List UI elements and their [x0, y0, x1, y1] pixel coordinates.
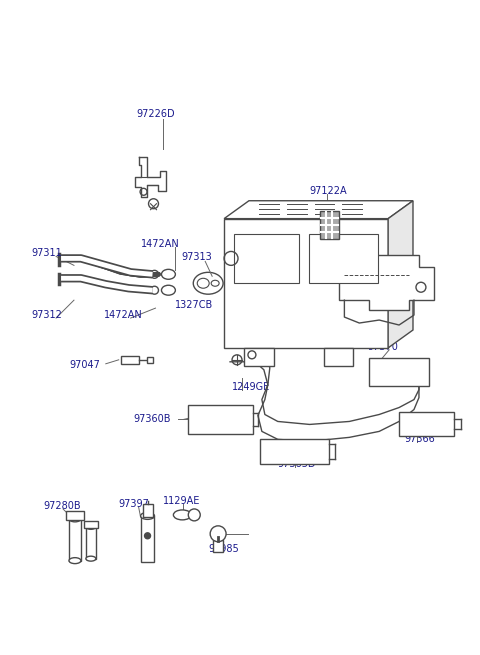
Ellipse shape	[69, 516, 81, 522]
Bar	[369, 358, 429, 386]
Ellipse shape	[173, 510, 192, 520]
Text: 97285A: 97285A	[357, 229, 395, 238]
Bar	[244, 348, 274, 365]
Text: 97365D: 97365D	[278, 459, 316, 469]
Text: 97397: 97397	[119, 499, 150, 509]
Ellipse shape	[86, 556, 96, 561]
Circle shape	[144, 533, 151, 539]
Polygon shape	[224, 200, 413, 219]
Bar	[143, 504, 153, 517]
Text: 1472AN: 1472AN	[141, 238, 180, 248]
Bar	[141, 516, 155, 561]
Bar	[320, 211, 339, 238]
Text: 96985: 96985	[208, 544, 239, 553]
Bar	[120, 356, 139, 364]
Ellipse shape	[141, 512, 155, 519]
Text: 97313: 97313	[181, 252, 212, 263]
Polygon shape	[388, 200, 413, 348]
Ellipse shape	[86, 525, 96, 529]
Bar	[84, 521, 98, 528]
Bar	[188, 405, 253, 434]
Bar	[224, 219, 388, 348]
Bar	[324, 348, 353, 365]
Bar	[399, 411, 454, 436]
Text: 97311: 97311	[31, 248, 62, 259]
Text: 1129AE: 1129AE	[164, 496, 201, 506]
Bar	[86, 527, 96, 559]
Text: 1472AN: 1472AN	[104, 310, 143, 320]
Bar	[260, 440, 329, 464]
Ellipse shape	[69, 557, 81, 563]
Bar	[213, 540, 223, 552]
Text: 97122A: 97122A	[310, 186, 347, 196]
Polygon shape	[339, 255, 434, 310]
Text: 97280B: 97280B	[43, 501, 81, 511]
Text: 97360B: 97360B	[133, 415, 171, 424]
Text: 97226D: 97226D	[136, 109, 175, 119]
Text: 1249GE: 1249GE	[232, 382, 270, 392]
Bar	[69, 519, 81, 561]
Text: 97047: 97047	[69, 360, 100, 370]
Bar	[66, 511, 84, 520]
Bar	[146, 357, 153, 363]
Circle shape	[188, 509, 200, 521]
Text: 97366: 97366	[404, 434, 435, 444]
Bar	[309, 234, 378, 283]
Text: 97312: 97312	[31, 310, 62, 320]
Circle shape	[210, 526, 226, 542]
Bar	[234, 234, 299, 283]
Text: 97370: 97370	[367, 342, 398, 352]
Text: 85839: 85839	[357, 248, 388, 259]
Text: 1327CB: 1327CB	[175, 300, 214, 310]
